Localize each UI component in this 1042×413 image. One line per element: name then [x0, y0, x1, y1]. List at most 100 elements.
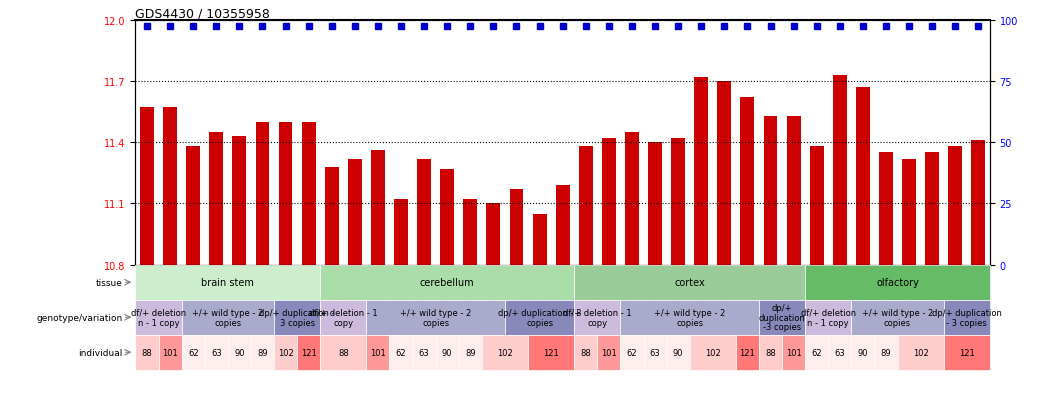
Bar [487, 204, 500, 265]
Text: 101: 101 [163, 348, 178, 357]
FancyBboxPatch shape [620, 335, 644, 370]
Text: +/+ wild type - 2
copies: +/+ wild type - 2 copies [192, 308, 264, 327]
FancyBboxPatch shape [828, 335, 851, 370]
Text: 90: 90 [858, 348, 868, 357]
Text: 90: 90 [673, 348, 684, 357]
Bar [464, 200, 477, 265]
Bar [971, 141, 986, 265]
Text: +/+ wild type - 2
copies: +/+ wild type - 2 copies [654, 308, 725, 327]
FancyBboxPatch shape [644, 335, 667, 370]
FancyBboxPatch shape [944, 335, 990, 370]
FancyBboxPatch shape [274, 300, 320, 335]
FancyBboxPatch shape [320, 335, 367, 370]
Bar [164, 108, 177, 265]
FancyBboxPatch shape [367, 300, 505, 335]
FancyBboxPatch shape [690, 335, 736, 370]
FancyBboxPatch shape [759, 300, 805, 335]
Bar [302, 123, 316, 265]
Bar [441, 169, 454, 265]
Text: 88: 88 [338, 348, 349, 357]
FancyBboxPatch shape [574, 335, 597, 370]
FancyBboxPatch shape [667, 335, 690, 370]
FancyBboxPatch shape [228, 335, 251, 370]
FancyBboxPatch shape [759, 335, 783, 370]
FancyBboxPatch shape [597, 335, 620, 370]
FancyBboxPatch shape [135, 265, 320, 300]
Text: cortex: cortex [674, 278, 705, 287]
Text: dp/+ duplication -
3 copies: dp/+ duplication - 3 copies [259, 308, 334, 327]
FancyBboxPatch shape [851, 300, 944, 335]
Text: 101: 101 [786, 348, 801, 357]
FancyBboxPatch shape [135, 335, 158, 370]
Text: 102: 102 [277, 348, 294, 357]
FancyBboxPatch shape [574, 265, 805, 300]
Text: 121: 121 [740, 348, 755, 357]
FancyBboxPatch shape [874, 335, 897, 370]
FancyBboxPatch shape [297, 335, 320, 370]
Text: 63: 63 [210, 348, 222, 357]
Text: 63: 63 [835, 348, 845, 357]
Text: 102: 102 [704, 348, 721, 357]
FancyBboxPatch shape [736, 335, 759, 370]
Text: 89: 89 [880, 348, 891, 357]
Bar [371, 151, 384, 265]
Bar [625, 133, 639, 265]
Bar [717, 82, 731, 265]
FancyBboxPatch shape [783, 335, 805, 370]
Text: dp/+ duplication
- 3 copies: dp/+ duplication - 3 copies [932, 308, 1001, 327]
Bar [741, 98, 754, 265]
Text: 62: 62 [396, 348, 406, 357]
FancyBboxPatch shape [436, 335, 458, 370]
FancyBboxPatch shape [805, 300, 851, 335]
FancyBboxPatch shape [944, 300, 990, 335]
Bar [394, 200, 408, 265]
FancyBboxPatch shape [897, 335, 944, 370]
Text: df/+ deletion - 1
copy: df/+ deletion - 1 copy [309, 308, 377, 327]
Text: 90: 90 [442, 348, 452, 357]
FancyBboxPatch shape [158, 335, 181, 370]
FancyBboxPatch shape [413, 335, 436, 370]
Text: olfactory: olfactory [876, 278, 919, 287]
Bar [532, 214, 546, 265]
Text: dp/+
duplication
-3 copies: dp/+ duplication -3 copies [759, 303, 805, 332]
Bar [671, 139, 685, 265]
FancyBboxPatch shape [458, 335, 481, 370]
Text: 121: 121 [543, 348, 559, 357]
Bar [810, 147, 823, 265]
Text: df/+ deletion - 1
copy: df/+ deletion - 1 copy [563, 308, 631, 327]
Text: 90: 90 [234, 348, 245, 357]
Bar [855, 88, 870, 265]
FancyBboxPatch shape [320, 300, 367, 335]
Bar [787, 116, 800, 265]
Text: individual: individual [78, 348, 123, 357]
FancyBboxPatch shape [481, 335, 528, 370]
Text: 121: 121 [301, 348, 317, 357]
Text: genotype/variation: genotype/variation [36, 313, 123, 322]
FancyBboxPatch shape [805, 335, 828, 370]
Bar [417, 159, 431, 265]
FancyBboxPatch shape [274, 335, 297, 370]
Bar [579, 147, 593, 265]
Bar [833, 76, 847, 265]
Text: +/+ wild type - 2
copies: +/+ wild type - 2 copies [862, 308, 934, 327]
Bar [255, 123, 270, 265]
FancyBboxPatch shape [574, 300, 620, 335]
Text: 89: 89 [257, 348, 268, 357]
FancyBboxPatch shape [805, 265, 990, 300]
Bar [602, 139, 616, 265]
Bar [948, 147, 962, 265]
Bar [764, 116, 777, 265]
Text: 101: 101 [601, 348, 617, 357]
Text: df/+ deletion
n - 1 copy: df/+ deletion n - 1 copy [800, 308, 855, 327]
Bar [925, 153, 939, 265]
Bar [232, 137, 246, 265]
FancyBboxPatch shape [135, 300, 181, 335]
FancyBboxPatch shape [181, 300, 274, 335]
Text: GDS4430 / 10355958: GDS4430 / 10355958 [135, 8, 270, 21]
Text: 121: 121 [959, 348, 974, 357]
Text: 102: 102 [497, 348, 513, 357]
Bar [140, 108, 154, 265]
Bar [648, 143, 662, 265]
FancyBboxPatch shape [851, 335, 874, 370]
Bar [209, 133, 223, 265]
